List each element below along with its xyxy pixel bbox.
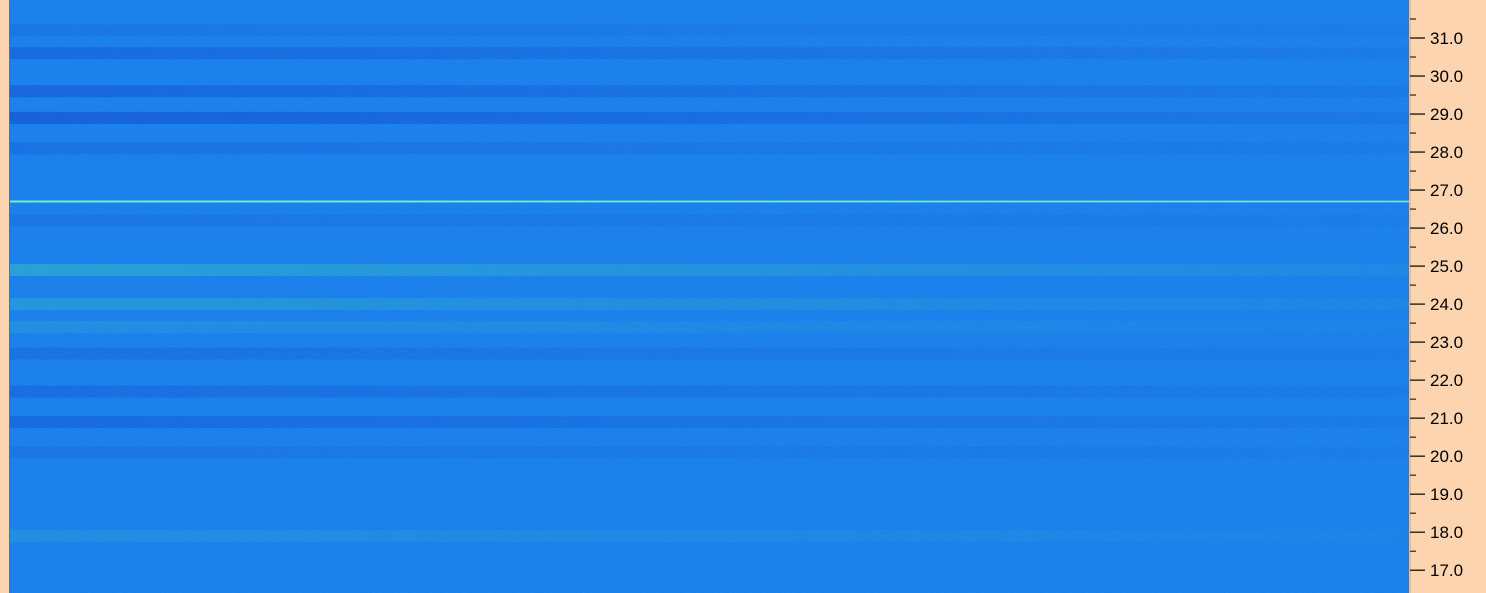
y-tick-label: 23.0 <box>1430 333 1463 352</box>
spectrogram-waterfall[interactable] <box>10 0 1409 593</box>
y-tick-label: 20.0 <box>1430 447 1463 466</box>
waterfall-left-border <box>0 0 10 593</box>
y-tick-label: 21.0 <box>1430 409 1463 428</box>
y-tick-label: 18.0 <box>1430 523 1463 542</box>
y-tick-label: 19.0 <box>1430 485 1463 504</box>
y-axis-panel: 31.0 30.0 29.0 28.0 27.0 26.0 25.0 24.0 23.0 22.0… <box>1409 0 1486 593</box>
y-tick-label: 24.0 <box>1430 295 1463 314</box>
y-tick-label: 26.0 <box>1430 219 1463 238</box>
noise-texture <box>10 0 1409 593</box>
y-tick-label: 25.0 <box>1430 257 1463 276</box>
y-tick-label: 22.0 <box>1430 371 1463 390</box>
y-tick-label: 27.0 <box>1430 181 1463 200</box>
y-tick-label: 30.0 <box>1430 67 1463 86</box>
y-tick-label: 17.0 <box>1430 561 1463 580</box>
y-tick-label: 31.0 <box>1430 29 1463 48</box>
y-tick-label: 28.0 <box>1430 143 1463 162</box>
spectrogram-canvas <box>10 0 1409 593</box>
y-axis: 31.0 30.0 29.0 28.0 27.0 26.0 25.0 24.0 23.0 22.0… <box>1409 0 1463 593</box>
y-tick-label: 29.0 <box>1430 105 1463 124</box>
